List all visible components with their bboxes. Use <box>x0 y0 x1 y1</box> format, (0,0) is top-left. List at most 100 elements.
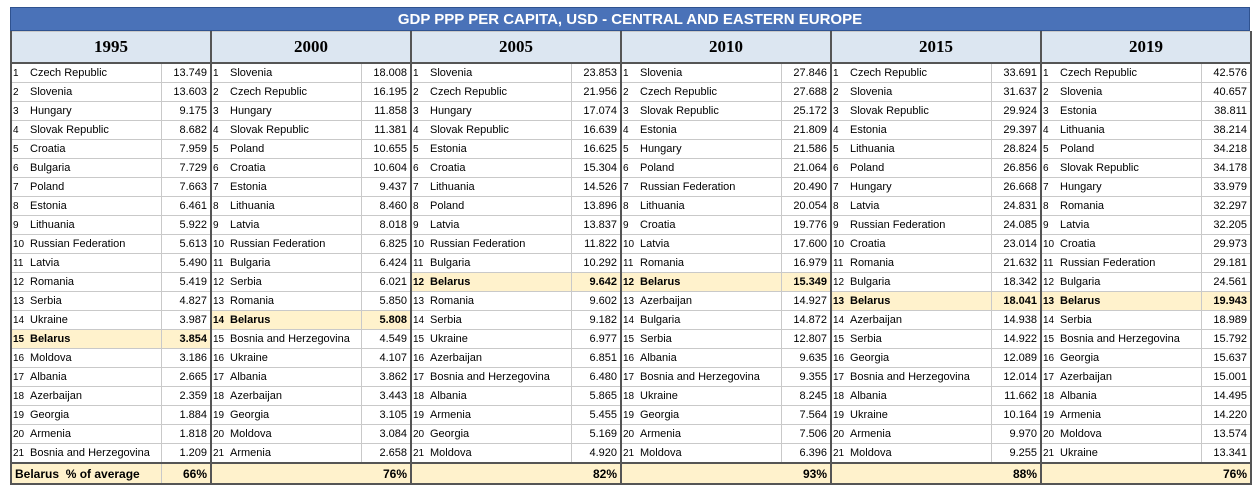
table-row: 5 Croatia 7.959 5 Poland 10.655 5 Estonia 16.625… <box>10 139 1252 159</box>
value-cell: 14.922 <box>990 329 1042 349</box>
value-cell: 19.776 <box>780 215 832 235</box>
value-cell: 9.175 <box>160 101 212 121</box>
rank-cell: 3 <box>210 101 227 121</box>
table-row: 9 Lithuania 5.922 9 Latvia 8.018 9 Latvia 13.837… <box>10 215 1252 235</box>
rank-cell: 1 <box>830 62 847 83</box>
country-cell: Slovenia <box>1057 82 1202 102</box>
country-cell: Armenia <box>427 405 572 425</box>
country-cell: Ukraine <box>637 386 782 406</box>
country-cell: Poland <box>227 139 362 159</box>
rank-cell: 15 <box>10 329 27 349</box>
rank-cell: 8 <box>410 196 427 216</box>
rank-cell: 17 <box>830 367 847 387</box>
rank-cell: 21 <box>10 443 27 464</box>
value-cell: 33.979 <box>1200 177 1252 197</box>
rank-cell: 3 <box>410 101 427 121</box>
rank-cell: 4 <box>620 120 637 140</box>
country-cell: Slovak Republic <box>227 120 362 140</box>
country-cell: Bosnia and Herzegovina <box>227 329 362 349</box>
value-cell: 10.292 <box>570 253 622 273</box>
country-cell: Estonia <box>637 120 782 140</box>
value-cell: 14.938 <box>990 310 1042 330</box>
country-cell: Azerbaijan <box>637 291 782 311</box>
country-cell: Ukraine <box>27 310 162 330</box>
rank-cell: 16 <box>210 348 227 368</box>
year-header: 2015 <box>830 31 1042 64</box>
value-cell: 18.342 <box>990 272 1042 292</box>
country-cell: Belarus <box>227 310 362 330</box>
value-cell: 8.682 <box>160 120 212 140</box>
value-cell: 14.927 <box>780 291 832 311</box>
country-cell: Georgia <box>227 405 362 425</box>
rank-cell: 12 <box>210 272 227 292</box>
value-cell: 6.396 <box>780 443 832 464</box>
rank-cell: 13 <box>210 291 227 311</box>
rank-cell: 4 <box>210 120 227 140</box>
country-cell: Croatia <box>27 139 162 159</box>
rank-cell: 9 <box>830 215 847 235</box>
value-cell: 5.922 <box>160 215 212 235</box>
country-cell: Bulgaria <box>427 253 572 273</box>
table-row: 7 Poland 7.663 7 Estonia 9.437 7 Lithuania 14.52… <box>10 177 1252 197</box>
value-cell: 6.461 <box>160 196 212 216</box>
value-cell: 17.074 <box>570 101 622 121</box>
rank-cell: 7 <box>1040 177 1057 197</box>
rank-cell: 16 <box>10 348 27 368</box>
rank-cell: 7 <box>410 177 427 197</box>
rank-cell: 16 <box>410 348 427 368</box>
rank-cell: 18 <box>620 386 637 406</box>
value-cell: 7.729 <box>160 158 212 178</box>
rank-cell: 16 <box>620 348 637 368</box>
country-cell: Russian Federation <box>427 234 572 254</box>
value-cell: 14.872 <box>780 310 832 330</box>
rank-cell: 10 <box>210 234 227 254</box>
rank-cell: 21 <box>410 443 427 464</box>
country-cell: Russian Federation <box>847 215 992 235</box>
value-cell: 6.424 <box>360 253 412 273</box>
country-cell: Estonia <box>847 120 992 140</box>
rank-cell: 5 <box>830 139 847 159</box>
value-cell: 13.574 <box>1200 424 1252 444</box>
rank-cell: 14 <box>620 310 637 330</box>
country-cell: Estonia <box>27 196 162 216</box>
country-cell: Hungary <box>1057 177 1202 197</box>
table-row: 3 Hungary 9.175 3 Hungary 11.858 3 Hungary 17.07… <box>10 101 1252 121</box>
table-row: 11 Latvia 5.490 11 Bulgaria 6.424 11 Bulgaria 10… <box>10 253 1252 273</box>
country-cell: Hungary <box>227 101 362 121</box>
country-cell: Ukraine <box>227 348 362 368</box>
value-cell: 6.021 <box>360 272 412 292</box>
country-cell: Azerbaijan <box>427 348 572 368</box>
country-cell: Lithuania <box>637 196 782 216</box>
value-cell: 42.576 <box>1200 62 1252 83</box>
value-cell: 19.943 <box>1200 291 1252 311</box>
rank-cell: 15 <box>620 329 637 349</box>
value-cell: 29.924 <box>990 101 1042 121</box>
country-cell: Armenia <box>27 424 162 444</box>
value-cell: 16.979 <box>780 253 832 273</box>
country-cell: Albania <box>1057 386 1202 406</box>
value-cell: 7.663 <box>160 177 212 197</box>
rank-cell: 5 <box>620 139 637 159</box>
value-cell: 9.635 <box>780 348 832 368</box>
rank-cell: 4 <box>10 120 27 140</box>
rank-cell: 12 <box>10 272 27 292</box>
country-cell: Albania <box>637 348 782 368</box>
rank-cell: 9 <box>10 215 27 235</box>
rank-cell: 10 <box>1040 234 1057 254</box>
country-cell: Estonia <box>227 177 362 197</box>
value-cell: 7.564 <box>780 405 832 425</box>
value-cell: 10.604 <box>360 158 412 178</box>
rank-cell: 18 <box>210 386 227 406</box>
rank-cell: 2 <box>1040 82 1057 102</box>
rank-cell: 20 <box>1040 424 1057 444</box>
country-cell: Azerbaijan <box>227 386 362 406</box>
country-cell: Belarus <box>27 329 162 349</box>
rank-cell: 8 <box>1040 196 1057 216</box>
value-cell: 8.460 <box>360 196 412 216</box>
country-cell: Croatia <box>637 215 782 235</box>
country-cell: Czech Republic <box>1057 62 1202 83</box>
country-cell: Belarus <box>847 291 992 311</box>
footer-percent: 66% <box>160 462 212 485</box>
value-cell: 26.668 <box>990 177 1042 197</box>
gdp-table: 1995 2000 2005 2010 2015 2019 1 Czech Republic… <box>10 31 1252 485</box>
